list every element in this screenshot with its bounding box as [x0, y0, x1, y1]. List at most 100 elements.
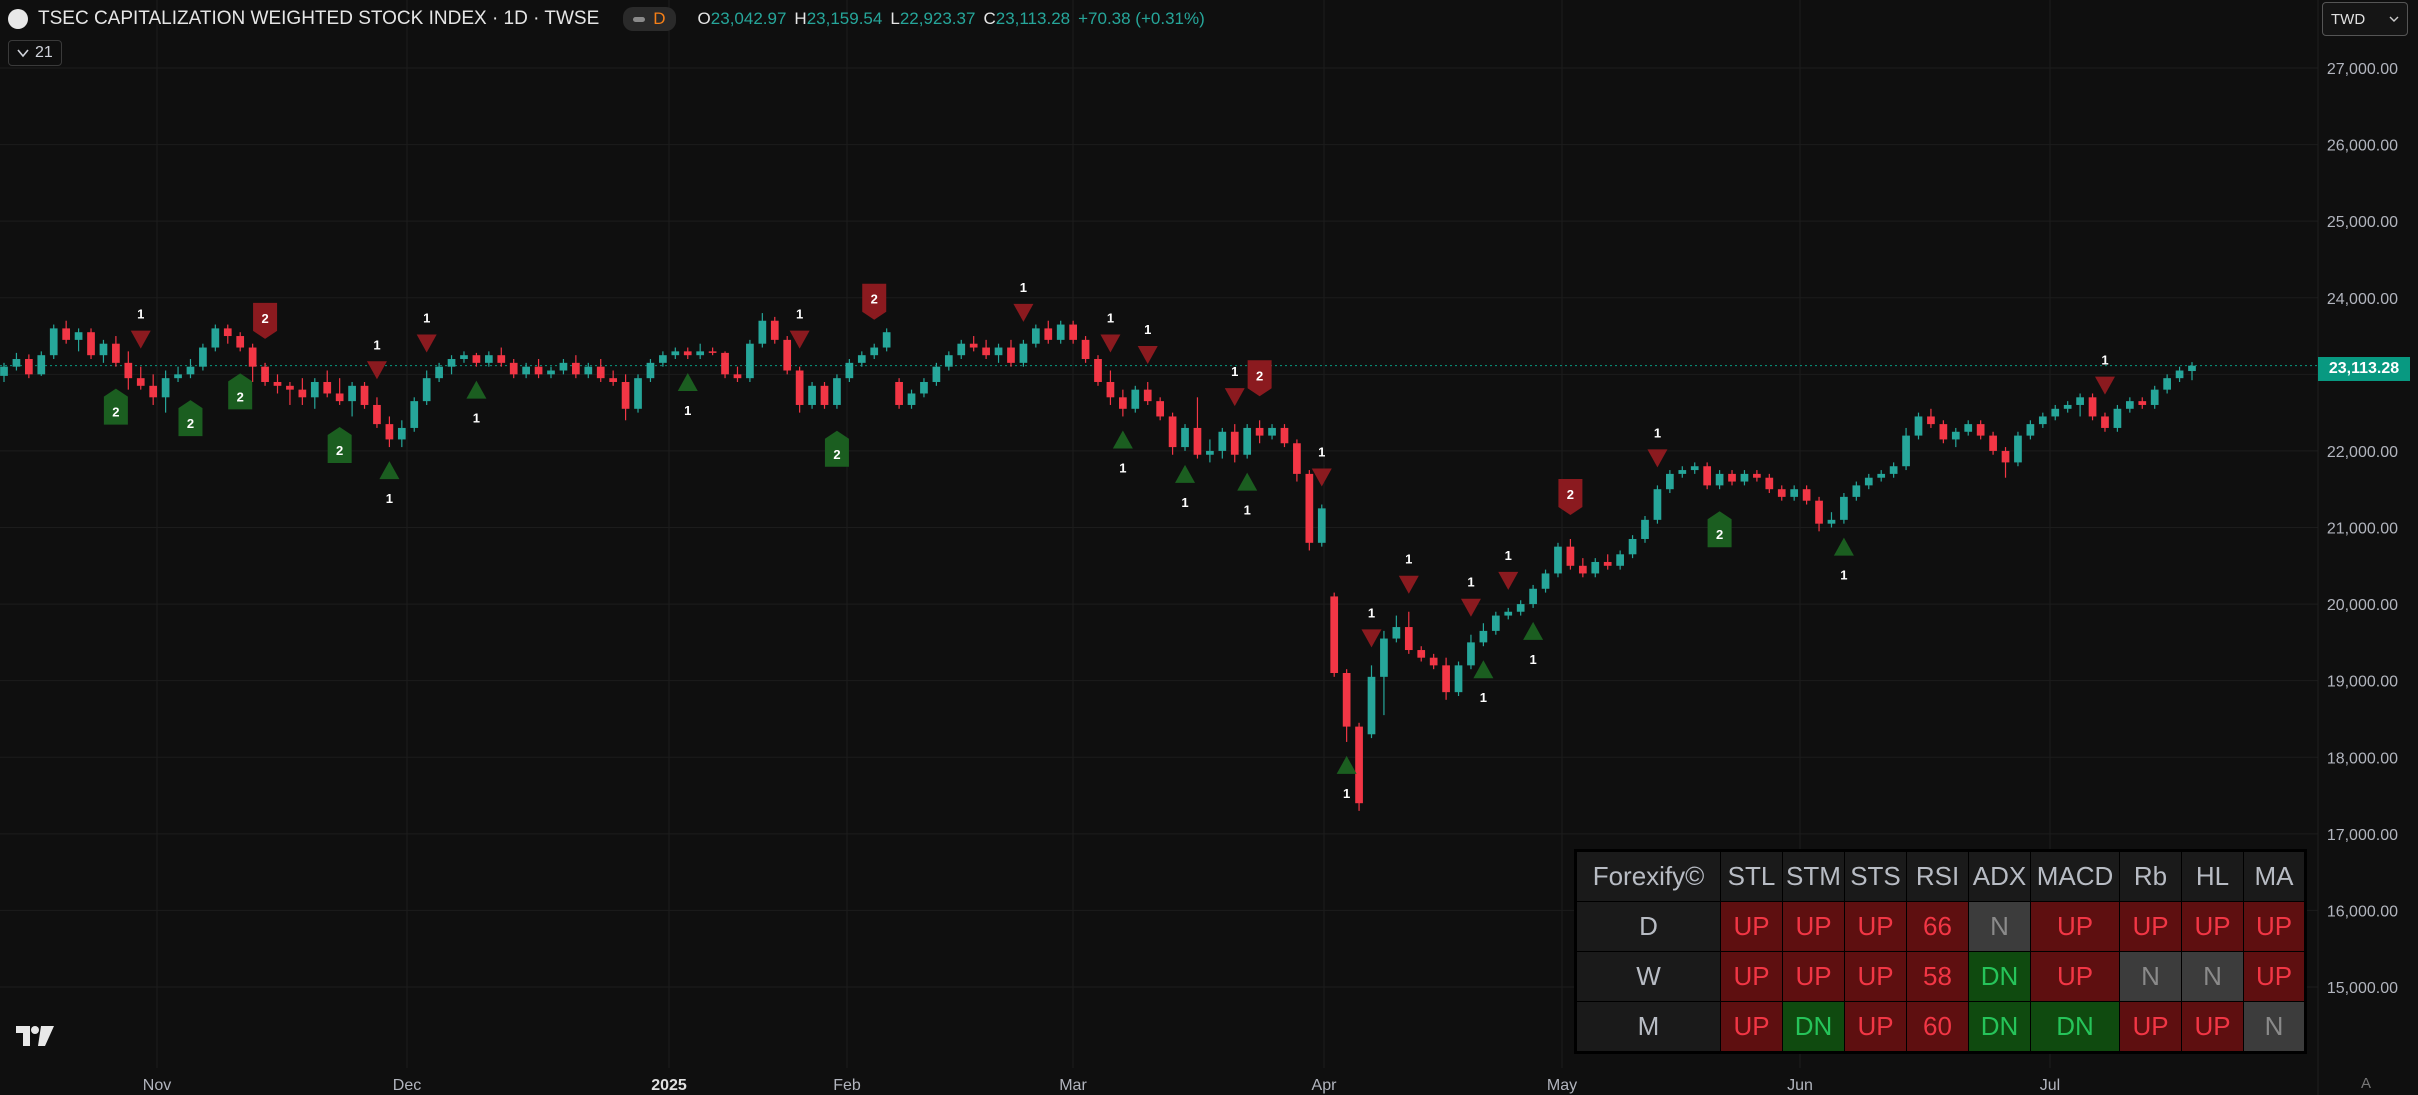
- candle-body: [907, 393, 916, 405]
- candle-body: [1330, 596, 1339, 674]
- candle-body: [497, 355, 506, 363]
- buy-triangle-marker: [379, 461, 400, 480]
- signal-cell: UP: [2181, 1000, 2244, 1054]
- currency-select[interactable]: TWD: [2322, 2, 2408, 36]
- sell-triangle-marker: [789, 330, 810, 349]
- candle-body: [795, 370, 804, 405]
- signal-level-label: 1: [1840, 568, 1847, 583]
- signal-cell: UP: [2119, 1000, 2182, 1054]
- candle-body: [99, 343, 108, 356]
- candle-body: [1293, 443, 1301, 474]
- candle-body: [1454, 665, 1463, 693]
- signal-level-label: 1: [1144, 322, 1151, 337]
- signal-level-label: 1: [1480, 690, 1487, 705]
- time-axis-label: Feb: [833, 1077, 861, 1094]
- time-axis-label: 2025: [651, 1077, 687, 1094]
- indicators-toggle-button[interactable]: 21: [8, 40, 62, 66]
- candle-body: [1119, 397, 1127, 409]
- candle-body: [1056, 324, 1065, 340]
- indicators-count: 21: [35, 44, 53, 61]
- signal-level-label: 2: [871, 292, 878, 307]
- signal-level-label: 1: [137, 307, 144, 322]
- candle-body: [1081, 339, 1090, 360]
- signal-cell: N: [1968, 901, 2031, 952]
- buy-triangle-marker: [1523, 621, 1544, 640]
- candle-body: [422, 378, 431, 402]
- interval-pill[interactable]: D: [623, 7, 676, 31]
- candle-body: [1877, 473, 1886, 478]
- candle-body: [646, 362, 655, 379]
- candle-body: [273, 381, 282, 386]
- signal-cell: UP: [1844, 1000, 1907, 1054]
- auto-scale-button[interactable]: A: [2360, 1074, 2371, 1092]
- table-header-row: Forexify© STL STM STS RSI ADX MACD Rb HL…: [1575, 849, 2306, 903]
- candle-body: [1044, 328, 1053, 340]
- symbol-logo-icon[interactable]: [8, 9, 28, 29]
- candle-body: [211, 328, 220, 348]
- time-axis-label: Mar: [1059, 1077, 1087, 1094]
- candle-body: [2113, 408, 2122, 428]
- signal-level-label: 2: [336, 443, 343, 458]
- candle-body: [1268, 427, 1276, 436]
- candle-body: [1392, 627, 1401, 639]
- price-tick-label: 26,000.00: [2327, 138, 2398, 155]
- sell-triangle-marker: [416, 334, 437, 353]
- buy-signal-badge: [103, 388, 128, 425]
- table-brand: Forexify©: [1575, 849, 1721, 903]
- candle-body: [2188, 365, 2196, 372]
- candle-body: [1765, 477, 1774, 490]
- candle-body: [1603, 561, 1612, 566]
- signal-cell: UP: [1782, 901, 1845, 952]
- signal-cell: UP: [1782, 950, 1845, 1002]
- candle-body: [1554, 546, 1562, 574]
- col-header: ADX: [1968, 849, 2031, 903]
- ohlc-readout: O23,042.97 H23,159.54 L22,923.37 C23,113…: [698, 9, 1205, 29]
- candle-body: [149, 385, 158, 398]
- candle-body: [596, 366, 605, 379]
- sell-triangle-marker: [1460, 598, 1481, 617]
- close-value: 23,113.28: [995, 9, 1071, 28]
- signal-level-label: 1: [423, 311, 430, 326]
- candle-body: [1715, 473, 1724, 486]
- candle-body: [969, 343, 978, 348]
- candle-body: [124, 362, 133, 379]
- candle-body: [1529, 588, 1537, 605]
- signal-cell: DN: [1968, 1000, 2031, 1054]
- candle-body: [1206, 450, 1214, 455]
- signal-level-label: 1: [1119, 460, 1126, 475]
- time-axis-label: Jul: [2040, 1077, 2060, 1094]
- tradingview-logo-icon[interactable]: [14, 1022, 58, 1048]
- candle-body: [994, 347, 1003, 356]
- candle-body: [1666, 473, 1674, 490]
- signal-cell: UP: [2243, 950, 2306, 1002]
- sell-triangle-marker: [2094, 376, 2115, 395]
- price-tick-label: 27,000.00: [2327, 61, 2398, 78]
- signal-cell: 60: [1906, 1000, 1969, 1054]
- signal-cell: UP: [1844, 950, 1907, 1002]
- candle-body: [1168, 416, 1177, 448]
- candle-body: [2026, 424, 2035, 436]
- buy-triangle-marker: [677, 373, 698, 392]
- symbol-title[interactable]: TSEC CAPITALIZATION WEIGHTED STOCK INDEX…: [38, 8, 600, 29]
- signal-level-label: 2: [1256, 368, 1263, 383]
- candle-body: [1889, 466, 1898, 474]
- candle-body: [2014, 435, 2022, 463]
- time-axis-label: May: [1547, 1077, 1577, 1094]
- candle-body: [1007, 347, 1015, 363]
- candle-body: [522, 366, 530, 375]
- candle-body: [1653, 489, 1662, 520]
- price-tick-label: 15,000.00: [2327, 980, 2398, 997]
- signal-cell: UP: [2243, 901, 2306, 952]
- candle-body: [1541, 573, 1550, 589]
- candle-body: [957, 343, 966, 356]
- buy-signal-badge: [824, 430, 849, 467]
- candle-body: [1591, 561, 1600, 574]
- sell-triangle-marker: [1137, 345, 1158, 364]
- signal-level-label: 1: [2101, 353, 2108, 368]
- signal-level-label: 1: [1405, 552, 1412, 567]
- signal-level-label: 1: [386, 491, 393, 506]
- eye-toggle-icon[interactable]: [633, 16, 646, 22]
- sell-signal-badge: [1247, 360, 1272, 397]
- signal-level-label: 2: [187, 416, 194, 431]
